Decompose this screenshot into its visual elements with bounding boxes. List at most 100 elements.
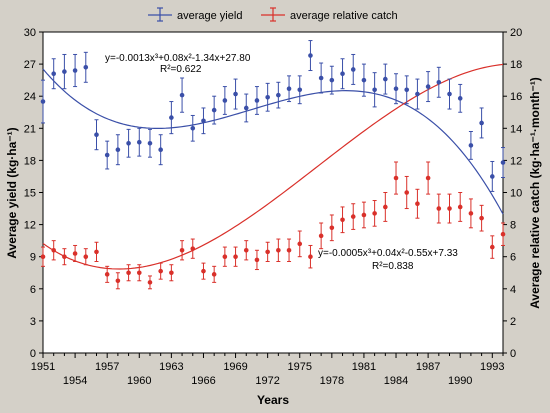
x-tick-label-bottom-5: 1981 <box>352 361 376 373</box>
y-left-tick-label-3: 9 <box>30 252 36 264</box>
data-point-1-33 <box>393 175 399 181</box>
data-point-1-19 <box>243 247 249 253</box>
y-right-tick-label-10: 20 <box>510 27 522 39</box>
data-point-0-12 <box>169 115 174 120</box>
data-point-1-21 <box>265 249 270 255</box>
data-point-0-41 <box>479 120 484 126</box>
data-point-1-13 <box>179 247 185 253</box>
data-point-1-8 <box>126 270 131 276</box>
x-tick-label-top-4: 1978 <box>320 375 344 387</box>
legend: average yield average relative catch <box>148 7 398 22</box>
trend-line-0 <box>42 68 504 215</box>
y-right-tick-label-4: 8 <box>510 220 516 232</box>
data-point-1-41 <box>479 215 484 221</box>
data-point-1-17 <box>222 254 228 259</box>
data-point-1-11 <box>158 268 163 274</box>
data-point-0-22 <box>276 92 281 98</box>
y-left-tick-label-10: 30 <box>24 27 36 39</box>
x-tick-label-top-3: 1972 <box>255 375 279 387</box>
data-point-0-30 <box>361 77 367 83</box>
x-tick-label-top-6: 1990 <box>448 375 472 387</box>
data-point-0-39 <box>457 96 463 101</box>
data-point-1-22 <box>276 247 281 253</box>
data-point-0-34 <box>404 87 410 93</box>
data-point-0-9 <box>136 139 142 145</box>
data-point-0-15 <box>201 118 206 124</box>
data-point-0-14 <box>190 126 196 131</box>
data-point-1-5 <box>94 249 99 255</box>
data-point-0-4 <box>83 65 89 70</box>
catch-trend-equation: y=-0.0005x³+0.04x²-0.55x+7.33 <box>318 248 458 259</box>
y-left-tick-label-8: 24 <box>24 91 36 103</box>
data-point-1-6 <box>104 272 110 277</box>
y-axis-right-title: Average relative catch (kg·ha⁻¹·month⁻¹) <box>528 77 542 309</box>
x-tick-label-bottom-4: 1975 <box>288 361 312 373</box>
data-point-1-14 <box>190 246 196 251</box>
data-point-0-1 <box>51 71 56 77</box>
y-right-tick-label-8: 16 <box>510 91 522 103</box>
data-point-1-10 <box>147 280 153 285</box>
data-point-1-25 <box>308 254 313 259</box>
x-tick-label-bottom-1: 1957 <box>95 361 119 373</box>
data-point-1-0 <box>40 254 46 259</box>
data-point-1-28 <box>340 217 345 223</box>
data-point-1-16 <box>211 272 217 277</box>
data-point-1-7 <box>115 278 121 284</box>
yield-trend-r2: R²=0.622 <box>160 64 202 75</box>
data-point-0-38 <box>447 91 452 97</box>
plot-area <box>42 31 504 354</box>
data-point-0-11 <box>158 147 163 152</box>
data-point-0-27 <box>329 77 335 83</box>
x-tick-label-top-5: 1984 <box>384 375 408 387</box>
data-point-0-21 <box>265 94 270 100</box>
x-tick-label-top-2: 1966 <box>191 375 215 387</box>
data-point-0-24 <box>297 87 303 93</box>
data-point-1-38 <box>447 206 452 211</box>
data-point-0-13 <box>179 92 185 98</box>
data-point-0-42 <box>490 174 495 179</box>
data-point-1-40 <box>468 211 474 216</box>
data-point-0-10 <box>147 140 153 146</box>
y-left-tick-label-7: 21 <box>24 123 36 135</box>
x-tick-label-bottom-7: 1993 <box>480 361 504 373</box>
data-point-0-26 <box>318 75 324 81</box>
y-right-tick-label-9: 18 <box>510 59 522 71</box>
y-left-tick-label-0: 0 <box>30 348 36 360</box>
data-point-0-37 <box>436 79 442 85</box>
data-point-0-18 <box>233 91 238 97</box>
data-point-1-1 <box>51 247 56 253</box>
data-point-0-8 <box>126 140 131 146</box>
data-point-0-0 <box>40 99 46 104</box>
catch-trend-r2: R²=0.838 <box>372 261 414 272</box>
data-point-0-2 <box>62 69 67 74</box>
yield-trend-equation: y=-0.0013x³+0.08x²-1.34x+27.80 <box>105 53 251 64</box>
data-point-1-24 <box>297 241 303 247</box>
data-point-1-42 <box>490 244 495 250</box>
data-point-1-30 <box>361 212 367 218</box>
y-right-tick-label-1: 2 <box>510 316 516 328</box>
x-tick-label-top-1: 1960 <box>127 375 151 387</box>
x-tick-label-top-0: 1954 <box>63 375 87 387</box>
data-point-0-28 <box>340 71 345 77</box>
x-tick-label-bottom-6: 1987 <box>416 361 440 373</box>
data-point-0-25 <box>308 53 313 58</box>
y-right-tick-label-5: 10 <box>510 188 522 200</box>
data-point-1-29 <box>350 214 356 219</box>
trend-lines <box>42 63 504 270</box>
data-point-1-23 <box>286 247 292 253</box>
data-point-0-36 <box>425 84 431 89</box>
y-left-tick-label-5: 15 <box>24 188 36 200</box>
data-point-0-5 <box>94 132 99 138</box>
x-tick-label-bottom-3: 1969 <box>223 361 247 373</box>
y-left-tick-label-2: 6 <box>30 284 36 296</box>
data-point-1-2 <box>62 254 67 259</box>
legend-yield-label: average yield <box>177 10 242 22</box>
data-point-1-37 <box>436 206 442 211</box>
y-left-tick-label-9: 27 <box>24 59 36 71</box>
data-point-1-43 <box>500 231 506 237</box>
data-point-0-17 <box>222 98 228 103</box>
data-point-0-32 <box>383 76 388 82</box>
data-point-1-20 <box>254 257 260 263</box>
